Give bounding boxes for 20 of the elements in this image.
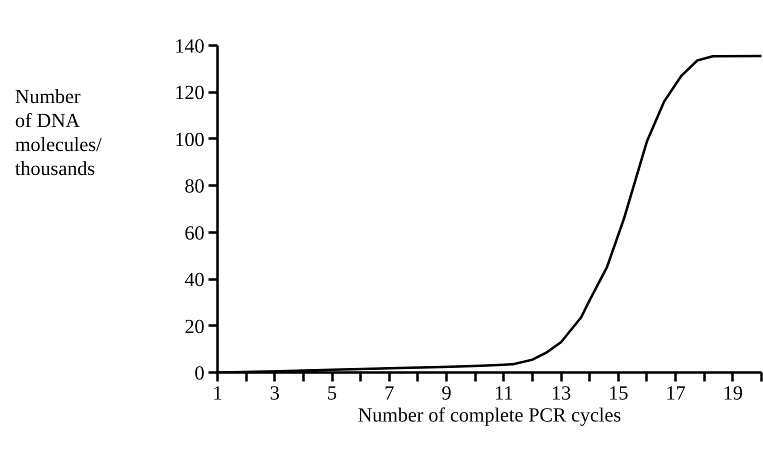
x-tick-label: 17 (666, 382, 686, 404)
x-tick-label: 19 (722, 382, 743, 404)
y-tick-label: 100 (174, 128, 204, 151)
y-tick-label: 60 (184, 222, 204, 244)
x-tick-label: 5 (327, 382, 338, 404)
y-tick-label: 0 (194, 362, 204, 384)
x-tick-label: 13 (551, 382, 572, 404)
x-tick-label: 15 (608, 382, 628, 404)
x-tick-label: 7 (384, 382, 394, 404)
y-tick-label: 40 (184, 269, 204, 292)
x-axis-title: Number of complete PCR cycles (358, 404, 622, 426)
x-tick-label: 9 (442, 382, 452, 404)
x-tick-label: 3 (270, 382, 280, 404)
y-tick-label: 140 (174, 36, 204, 58)
y-tick-label: 80 (184, 176, 204, 198)
y-tick-label: 120 (174, 82, 204, 104)
y-tick-label: 20 (184, 316, 204, 338)
x-tick-label: 1 (212, 382, 222, 404)
y-axis-title: Number of DNA molecules/ thousands (15, 85, 102, 181)
x-tick-label: 11 (494, 382, 514, 404)
